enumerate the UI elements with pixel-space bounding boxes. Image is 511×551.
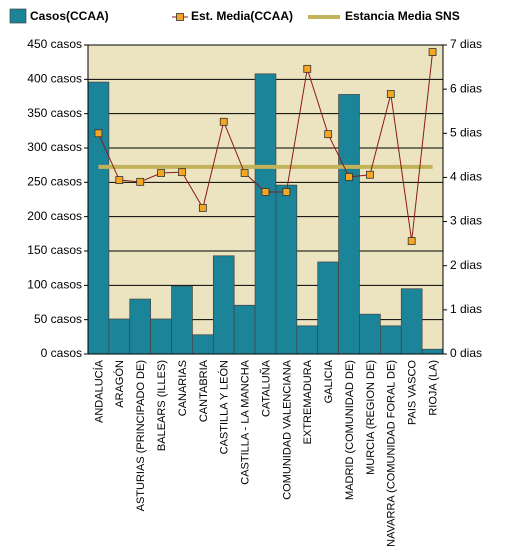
marker	[324, 130, 333, 139]
marker	[178, 168, 186, 177]
bar	[296, 325, 319, 355]
x-tick-label: CASTILLA - LA MANCHA	[240, 359, 252, 484]
x-tick-label: GALICIA	[323, 359, 335, 403]
x-tick-label: RIOJA (LA)	[427, 360, 439, 416]
x-tick-label: BALEARS (ILLES)	[156, 360, 168, 451]
marker	[115, 176, 124, 184]
bar	[380, 325, 402, 355]
y-tick-label: 350 casos	[27, 106, 82, 120]
legend: Casos(CCAA) Est. Media(CCAA) Estancia Medi…	[9, 8, 460, 24]
bar	[254, 73, 277, 355]
marker	[261, 188, 270, 196]
bar	[171, 285, 193, 355]
y-tick-label: 150 casos	[27, 243, 82, 257]
y2-tick-label: 4 dias	[450, 170, 482, 184]
legend-label: Estancia Media SNS	[345, 9, 460, 23]
marker	[407, 237, 416, 245]
bar	[192, 334, 214, 355]
bar	[400, 288, 423, 355]
x-tick-label: CASTILLA Y LEÓN	[218, 360, 231, 454]
y2-tick-label: 7 dias	[450, 37, 482, 51]
y-tick-label: 400 casos	[27, 72, 82, 86]
x-tick-label: NAVARRA (COMUNIDAD FORAL DE)	[386, 360, 398, 547]
legend-swatch	[9, 8, 27, 24]
x-tick-label: ARAGÓN	[113, 360, 126, 408]
y-tick-label: 250 casos	[27, 175, 82, 189]
y-tick-label: 0 casos	[41, 346, 82, 360]
bar	[317, 261, 339, 355]
marker	[345, 173, 353, 181]
y2-tick-label: 3 dias	[450, 214, 482, 228]
y2-tick-label: 1 dias	[450, 302, 482, 316]
bar	[233, 304, 256, 355]
x-tick-label: MURCIA (REGION DE)	[365, 360, 377, 475]
bar	[275, 184, 298, 355]
marker	[282, 188, 291, 196]
marker	[240, 169, 249, 177]
bar	[87, 81, 110, 355]
x-tick-label: ANDALUCÍA	[92, 359, 105, 423]
y2-tick-label: 6 dias	[450, 81, 482, 95]
y-tick-label: 200 casos	[27, 209, 82, 223]
legend-swatch	[176, 13, 184, 21]
y2-tick-label: 2 dias	[450, 258, 482, 272]
x-tick-label: CANARIAS	[177, 360, 189, 416]
bar	[108, 318, 131, 355]
x-tick-label: CANTABRIA	[198, 359, 210, 422]
x-tick-label: COMUNIDAD VALENCIANA	[281, 359, 293, 499]
y-tick-label: 50 casos	[34, 312, 82, 326]
x-tick-label: ASTURIAS (PRINCIPADO DE)	[135, 360, 147, 511]
marker	[94, 129, 103, 138]
marker	[386, 90, 395, 98]
marker	[366, 170, 374, 179]
marker	[157, 169, 165, 177]
y2-tick-label: 0 dias	[450, 346, 482, 360]
marker	[198, 203, 207, 212]
marker	[303, 64, 312, 73]
marker	[136, 177, 145, 186]
legend-label: Casos(CCAA)	[30, 9, 109, 23]
y-tick-label: 300 casos	[27, 140, 82, 154]
bar	[150, 318, 172, 355]
marker	[219, 117, 228, 126]
legend-label: Est. Media(CCAA)	[191, 9, 293, 23]
y-tick-label: 100 casos	[27, 278, 82, 292]
x-tick-label: PAIS VASCO	[407, 360, 419, 425]
y-tick-label: 450 casos	[27, 37, 82, 51]
bar	[338, 94, 360, 355]
bar	[421, 348, 444, 355]
x-tick-label: MADRID (COMUNIDAD DE)	[344, 360, 356, 500]
x-tick-label: EXTREMADURA	[302, 359, 314, 444]
marker	[428, 48, 437, 56]
bar	[359, 313, 381, 355]
bar	[129, 298, 151, 355]
x-tick-label: CATALUÑA	[259, 359, 272, 417]
y2-tick-label: 5 dias	[450, 125, 482, 139]
bar	[212, 255, 235, 355]
